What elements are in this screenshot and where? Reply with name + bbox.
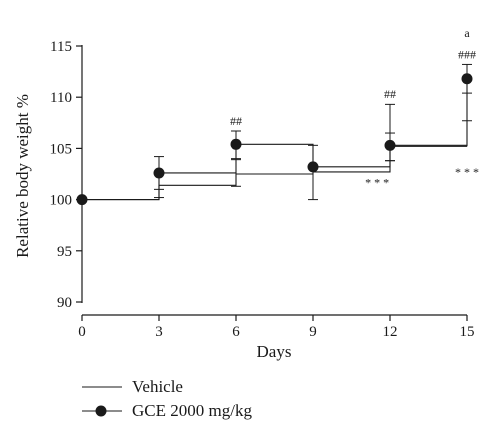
y-tick-label: 110: [50, 90, 72, 106]
x-tick-label: 9: [309, 324, 317, 340]
annotation: * * *: [455, 165, 479, 179]
x-axis-label: Days: [257, 342, 292, 361]
data-point: [384, 139, 396, 151]
plot-area: #######a* * ** * *: [76, 26, 479, 206]
data-point: [461, 73, 473, 85]
x-tick-label: 6: [232, 324, 240, 340]
legend: Vehicle GCE 2000 mg/kg: [82, 377, 252, 420]
series-1: [82, 120, 472, 201]
y-tick-label: 105: [50, 141, 73, 157]
x-tick-label: 15: [460, 324, 475, 340]
y-tick-label: 115: [50, 39, 72, 55]
y-tick-label: 100: [50, 193, 73, 209]
data-point: [153, 167, 165, 179]
x-tick-label: 3: [155, 324, 163, 340]
annotation: * * *: [365, 175, 389, 189]
series-line: [82, 78, 468, 201]
annotation: ###: [458, 47, 476, 61]
data-point: [307, 161, 319, 173]
x-axis: 0 3 6 9 12 15: [78, 314, 475, 340]
series-2: [76, 63, 473, 206]
y-tick-label: 95: [57, 244, 72, 260]
annotation: ##: [230, 114, 242, 128]
annotation: a: [464, 26, 470, 40]
legend-label: Vehicle: [132, 377, 183, 396]
legend-item: GCE 2000 mg/kg: [82, 401, 252, 420]
annotation: ##: [384, 87, 396, 101]
legend-item: Vehicle: [82, 377, 183, 396]
y-axis-label: Relative body weight %: [13, 94, 32, 258]
legend-marker: [95, 405, 107, 417]
y-axis: 90 95 100 105 110 115: [50, 39, 83, 311]
data-point: [230, 138, 242, 150]
data-point: [76, 194, 88, 206]
x-tick-label: 12: [383, 324, 398, 340]
x-tick-label: 0: [78, 324, 86, 340]
series-line: [82, 145, 467, 201]
y-tick-label: 90: [57, 295, 72, 311]
legend-label: GCE 2000 mg/kg: [132, 401, 252, 420]
